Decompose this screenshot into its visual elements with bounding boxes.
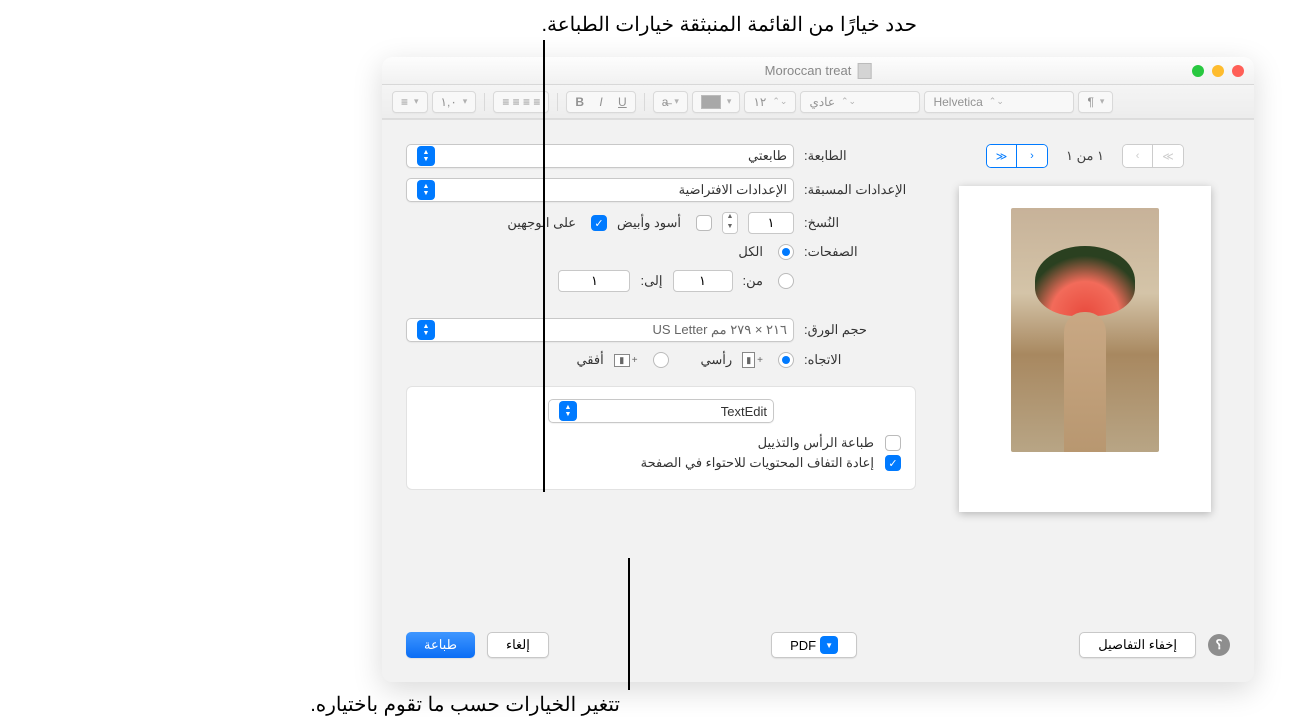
chevron-updown-icon: ▲▼	[417, 146, 435, 166]
help-button[interactable]: ؟	[1208, 634, 1230, 656]
pages-range-radio[interactable]	[778, 273, 794, 289]
pages-all-label: الكل	[738, 244, 763, 260]
font-family-menu[interactable]: Helvetica⌃⌄	[924, 91, 1074, 113]
paper-size-value: US Letter ٢١٦ × ٢٧٩ مم	[653, 322, 788, 338]
print-sheet: ≫ › ١ من ١ ‹ ≪ الطابعة:	[382, 119, 1254, 682]
portrait-icon: +▮	[742, 352, 763, 368]
cancel-button[interactable]: إلغاء	[487, 632, 549, 658]
printer-select[interactable]: طابعتي ▲▼	[406, 144, 794, 168]
callout-bottom: تتغير الخيارات حسب ما تقوم باختياره.	[310, 692, 620, 717]
hide-details-button[interactable]: إخفاء التفاصيل	[1079, 632, 1196, 658]
zoom-button[interactable]	[1192, 65, 1204, 77]
align-group[interactable]: ≡ ≡ ≡ ≡	[493, 91, 549, 113]
text-color-menu[interactable]: a̶▾	[653, 91, 688, 113]
nav-first-group: ‹ ≪	[986, 144, 1048, 168]
presets-value: الإعدادات الافتراضية	[679, 182, 787, 198]
rewrap-label: إعادة التفاف المحتويات للاحتواء في الصفح…	[641, 455, 874, 471]
list-style-menu[interactable]: ≡▾	[392, 91, 428, 113]
paper-size-label: حجم الورق:	[804, 322, 916, 338]
nav-last[interactable]: ≫	[1153, 145, 1183, 167]
landscape-label: أفقي	[576, 352, 603, 368]
pages-all-radio[interactable]	[778, 244, 794, 260]
printer-label: الطابعة:	[804, 148, 916, 164]
section-value: TextEdit	[721, 404, 767, 419]
paragraph-menu[interactable]: ¶▾	[1078, 91, 1113, 113]
copies-field[interactable]	[748, 212, 794, 234]
portrait-radio[interactable]	[778, 352, 794, 368]
close-button[interactable]	[1232, 65, 1244, 77]
to-label: إلى:	[640, 273, 662, 289]
titlebar: Moroccan treat	[382, 57, 1254, 85]
presets-label: الإعدادات المسبقة:	[804, 182, 916, 198]
chevron-down-icon: ▼	[820, 636, 838, 654]
nav-first[interactable]: ≪	[987, 145, 1017, 167]
print-options: الطابعة: طابعتي ▲▼ الإعدادات المسبقة: ال…	[406, 144, 916, 614]
nav-next[interactable]: ›	[1123, 145, 1153, 167]
bw-label: أسود وأبيض	[617, 215, 681, 231]
copies-stepper[interactable]: ▲▼	[722, 212, 738, 234]
two-sided-label: على الوجهين	[507, 215, 576, 231]
app-options-panel: TextEdit ▲▼ طباعة الرأس والتذييل ✓ إعادة…	[406, 386, 916, 490]
nav-prev[interactable]: ‹	[1017, 145, 1047, 167]
header-footer-label: طباعة الرأس والتذييل	[758, 435, 874, 451]
chevron-updown-icon: ▲▼	[417, 320, 435, 340]
format-toolbar: ≡▾ ١,٠▾ ≡ ≡ ≡ ≡ B I U a̶▾ ▾ ١٢⌃⌄ عادي⌃⌄ …	[382, 85, 1254, 119]
header-footer-checkbox[interactable]	[885, 435, 901, 451]
nav-last-group: ≫ ›	[1122, 144, 1184, 168]
page-nav: ≫ › ١ من ١ ‹ ≪	[940, 144, 1230, 168]
bg-color-menu[interactable]: ▾	[692, 91, 741, 113]
window-title: Moroccan treat	[765, 63, 872, 79]
presets-select[interactable]: الإعدادات الافتراضية ▲▼	[406, 178, 794, 202]
copies-label: النُسخ:	[804, 215, 916, 231]
callout-line	[628, 558, 630, 690]
page-preview	[959, 186, 1211, 512]
bw-checkbox[interactable]	[696, 215, 712, 231]
preview-image	[1011, 208, 1159, 452]
rewrap-checkbox[interactable]: ✓	[885, 455, 901, 471]
print-button[interactable]: طباعة	[406, 632, 475, 658]
callout-line	[543, 40, 545, 492]
callout-top: حدد خيارًا من القائمة المنبثقة خيارات ال…	[541, 12, 917, 37]
chevron-updown-icon: ▲▼	[559, 401, 577, 421]
style-group[interactable]: B I U	[566, 91, 635, 113]
font-size-menu[interactable]: ١٢⌃⌄	[744, 91, 796, 113]
paper-size-select[interactable]: US Letter ٢١٦ × ٢٧٩ مم ▲▼	[406, 318, 794, 342]
printer-value: طابعتي	[748, 148, 787, 164]
page-indicator: ١ من ١	[1066, 148, 1104, 164]
portrait-label: رأسي	[701, 352, 733, 368]
app-window: Moroccan treat ≡▾ ١,٠▾ ≡ ≡ ≡ ≡ B I U a̶▾…	[382, 57, 1254, 682]
line-spacing-menu[interactable]: ١,٠▾	[432, 91, 477, 113]
sheet-footer: ؟ إخفاء التفاصيل ▼ PDF إلغاء طباعة	[406, 632, 1230, 658]
pages-label: الصفحات:	[804, 244, 916, 260]
two-sided-checkbox[interactable]: ✓	[591, 215, 607, 231]
landscape-radio[interactable]	[653, 352, 669, 368]
landscape-icon: +▮	[614, 354, 638, 367]
from-field[interactable]	[673, 270, 733, 292]
traffic-lights	[1192, 65, 1244, 77]
pdf-button[interactable]: ▼ PDF	[771, 632, 857, 658]
minimize-button[interactable]	[1212, 65, 1224, 77]
chevron-updown-icon: ▲▼	[417, 180, 435, 200]
pdf-label: PDF	[790, 638, 816, 653]
font-style-menu[interactable]: عادي⌃⌄	[800, 91, 920, 113]
print-section-select[interactable]: TextEdit ▲▼	[548, 399, 774, 423]
orientation-label: الاتجاه:	[804, 352, 916, 368]
preview-pane: ≫ › ١ من ١ ‹ ≪	[940, 144, 1230, 614]
to-field[interactable]	[558, 270, 630, 292]
from-label: من:	[743, 273, 763, 289]
